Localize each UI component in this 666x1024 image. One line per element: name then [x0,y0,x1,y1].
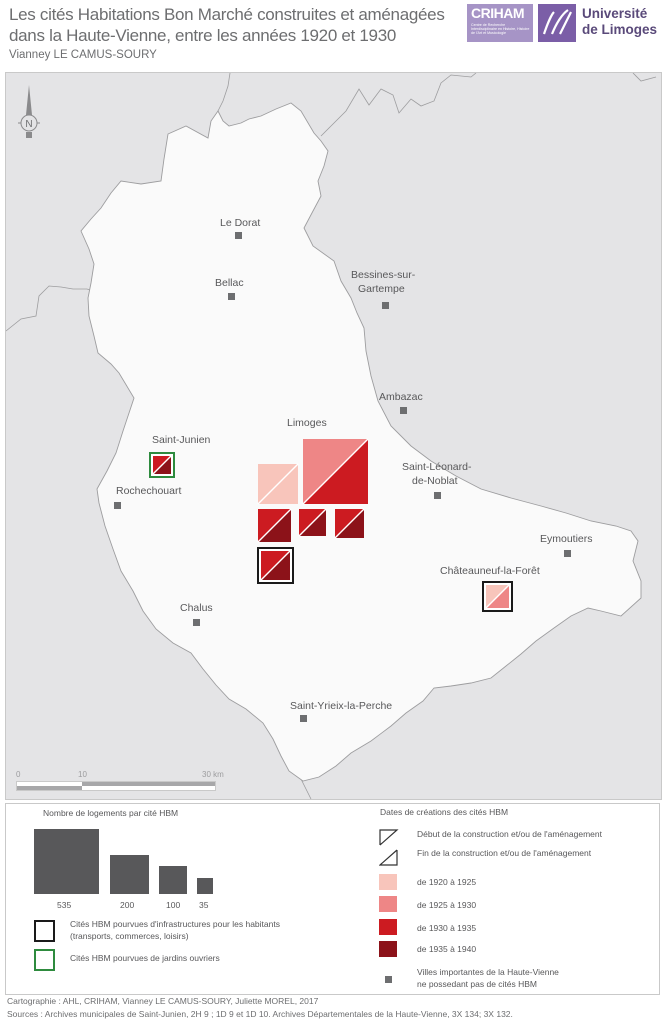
credits: Cartographie : AHL, CRIHAM, Vianney LE C… [7,996,319,1006]
diagonal-divider [334,508,365,539]
univ-line-1: Université [582,6,648,21]
criham-logo-subtext: Centre de Recherche Interdisciplinaire e… [471,23,530,36]
city-marker-saint-leonard [434,492,441,499]
size-label-100: 100 [166,900,181,910]
infrastructure-swatch [34,920,55,942]
city-label-rochechouart: Rochechouart [116,485,182,497]
city-label-limoges: Limoges [287,417,327,429]
map-area: N Le Dorat Bellac Bessines-sur- Gartempe… [5,72,662,800]
sources: Sources : Archives municipales de Saint-… [7,1009,513,1019]
period-swatch-1920 [379,874,397,890]
criham-logo-text: CRIHAM [471,5,525,21]
compass-label: N [25,119,32,130]
city-marker-bessines [382,302,389,309]
city-marker-chalus [193,619,200,626]
scale-label-30: 30 km [202,770,224,779]
hbm-cite-limoges-3 [298,508,327,537]
city-marker-bellac [228,293,235,300]
towns-label-1: Villes importantes de la Haute-Vienne [417,967,559,977]
diagonal-divider [152,455,172,475]
period-label-1920: de 1920 à 1925 [417,877,477,887]
neighbour-borders [6,73,657,799]
size-block-35 [197,878,213,894]
city-marker-ambazac [400,407,407,414]
size-label-35: 35 [199,900,209,910]
diagonal-divider [298,508,327,537]
hbm-cite-limoges-5 [257,547,294,584]
towns-label-2: ne possedant pas de cités HBM [417,979,538,989]
period-label-1935: de 1935 à 1940 [417,944,477,954]
hbm-cite-limoges-1 [257,463,299,505]
period-swatch-1930 [379,919,397,935]
size-block-535 [34,829,99,894]
map-title: Les cités Habitations Bon Marché constru… [9,4,445,46]
diagonal-divider [302,438,369,505]
city-marker-rochechouart [114,502,121,509]
end-label: Fin de la construction et/ou de l'aménag… [417,848,592,858]
period-swatch-1935 [379,941,397,957]
criham-logo: CRIHAM Centre de Recherche Interdiscipli… [467,4,533,42]
north-arrow-icon: N [16,85,42,141]
hbm-cite-ch-teauneuf-la-for-t-7 [482,581,513,612]
city-marker-eymoutiers [564,550,571,557]
scale-label-10: 10 [78,770,87,779]
title-line-2: dans la Haute-Vienne, entre les années 1… [9,26,397,45]
city-label-chalus: Chalus [180,602,213,614]
city-label-eymoutiers: Eymoutiers [540,533,593,545]
diagonal-divider [257,463,299,505]
hbm-cite-limoges-0 [302,438,369,505]
diagonal-divider [260,550,291,581]
size-block-200 [110,855,149,894]
legend-size-title: Nombre de logements par cité HBM [43,808,179,818]
gardens-swatch [34,949,55,971]
author: Vianney LE CAMUS-SOURY [9,49,157,61]
infrastructure-label-1: Cités HBM pourvues d'infrastructures pou… [70,919,280,929]
period-swatch-1925 [379,896,397,912]
period-label-1930: de 1930 à 1935 [417,923,477,933]
city-marker-saint-yrieix [300,715,307,722]
start-label: Début de la construction et/ou de l'amén… [417,829,602,839]
legend: Nombre de logements par cité HBM 535 200… [5,803,660,995]
diagonal-divider [257,508,292,543]
city-label-chateauneuf: Châteauneuf-la-Forêt [440,565,540,577]
city-label-bessines-1: Bessines-sur- [351,269,416,281]
city-label-le-dorat: Le Dorat [220,217,261,229]
university-name: Université de Limoges [582,6,657,38]
title-line-1: Les cités Habitations Bon Marché constru… [9,5,445,24]
city-marker-le-dorat [235,232,242,239]
size-label-200: 200 [120,900,135,910]
univ-line-2: de Limoges [582,22,658,37]
diagonal-divider [485,584,510,609]
scale-bar [16,781,216,791]
size-block-100 [159,866,187,894]
town-marker-swatch [385,976,392,983]
city-label-saint-leonard-2: de-Noblat [412,475,458,487]
city-label-saint-leonard-1: Saint-Léonard- [402,461,472,473]
start-end-triangles-icon [379,829,399,866]
city-label-saint-yrieix: Saint-Yrieix-la-Perche [290,700,393,712]
legend-dates-title: Dates de créations des cités HBM [380,807,509,817]
hbm-symbols [149,438,513,612]
city-label-bellac: Bellac [215,277,244,289]
city-label-saint-junien: Saint-Junien [152,434,211,446]
hbm-cite-saint-junien-6 [149,452,175,478]
size-label-535: 535 [57,900,72,910]
gardens-label: Cités HBM pourvues de jardins ouvriers [70,953,220,963]
university-logo-icon [538,4,576,42]
city-label-bessines-2: Gartempe [358,283,405,295]
hbm-cite-limoges-2 [257,508,292,543]
scale-label-0: 0 [16,770,21,779]
period-label-1925: de 1925 à 1930 [417,900,477,910]
infrastructure-label-2: (transports, commerces, loisirs) [70,931,189,941]
hbm-cite-limoges-4 [334,508,365,539]
city-label-ambazac: Ambazac [379,391,423,403]
